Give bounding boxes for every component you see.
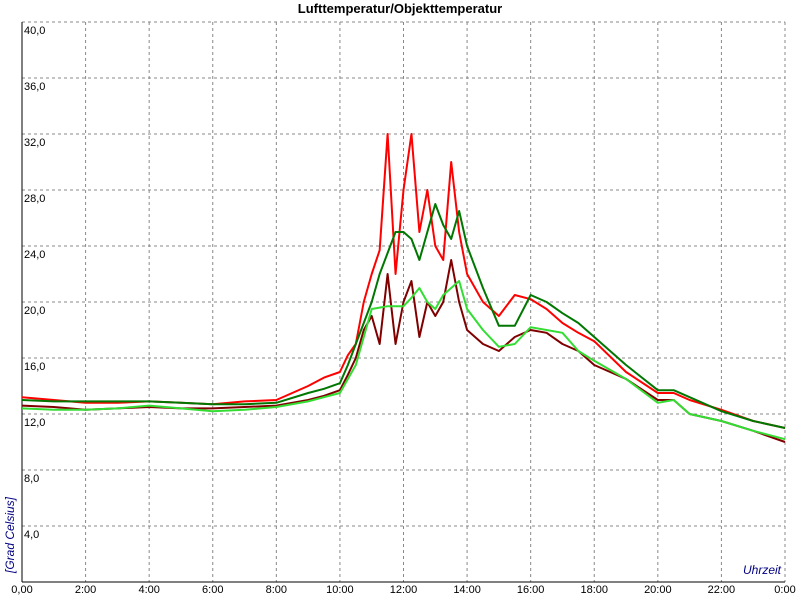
x-tick-label: 22:00 (708, 584, 736, 596)
series-line (21, 280, 786, 441)
x-tick-label: 2:00 (75, 584, 96, 596)
x-axis-label: Uhrzeit (743, 563, 782, 577)
x-tick-label: 12:00 (390, 584, 418, 596)
y-tick-label: 12,0 (24, 417, 45, 429)
y-tick-label: 16,0 (24, 361, 45, 373)
chart-title: Lufttemperatur/Objekttemperatur (298, 1, 502, 16)
y-tick-label: 24,0 (24, 249, 45, 261)
y-axis-label: [Grad Celsius] (3, 496, 17, 574)
y-tick-label: 36,0 (24, 81, 45, 93)
y-tick-label: 28,0 (24, 193, 45, 205)
y-tick-label: 32,0 (24, 137, 45, 149)
x-tick-label: 4:00 (138, 584, 159, 596)
x-tick-label: 14:00 (453, 584, 481, 596)
series-line (21, 133, 786, 429)
series-line (21, 259, 786, 443)
x-tick-label: 10:00 (326, 584, 354, 596)
x-tick-label: 20:00 (644, 584, 672, 596)
x-tick-label: 8:00 (266, 584, 287, 596)
x-tick-label: 18:00 (580, 584, 608, 596)
x-tick-label: 6:00 (202, 584, 223, 596)
y-tick-label: 8,0 (24, 473, 39, 485)
x-tick-label: 0:00 (774, 584, 795, 596)
y-tick-label: 40,0 (24, 25, 45, 37)
x-tick-label: 16:00 (517, 584, 545, 596)
y-tick-label: 4,0 (24, 529, 39, 541)
x-tick-label: 0,00 (11, 584, 32, 596)
y-tick-label: 20,0 (24, 305, 45, 317)
series-line (21, 203, 786, 429)
